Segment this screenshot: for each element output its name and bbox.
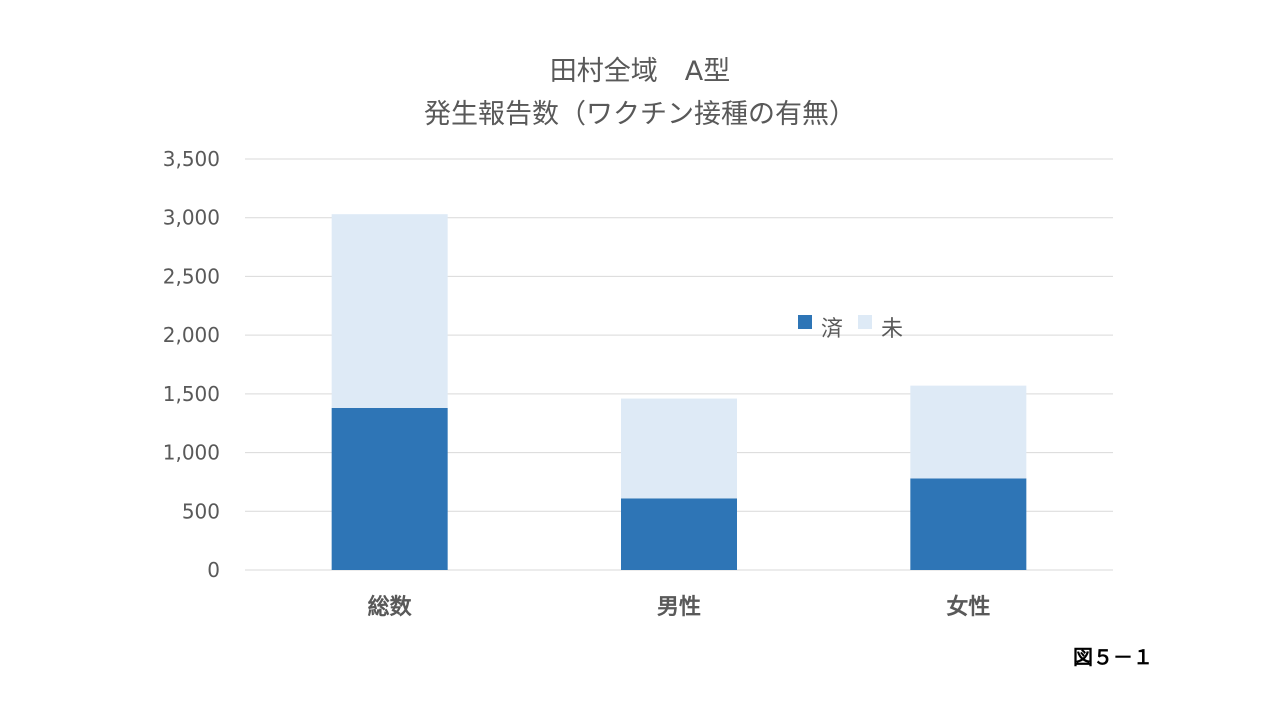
x-tick-label: 総数 [368,594,413,620]
legend-swatch [798,315,812,329]
bar-done [331,407,448,570]
y-tick-label: 1,500 [163,382,220,406]
y-tick-label: 0 [207,558,220,582]
bar-not-done [621,398,737,499]
x-tick-label: 女性 [946,594,990,620]
y-tick-label: 1,000 [163,441,220,465]
x-tick-label: 男性 [657,595,701,620]
y-tick-label: 3,000 [163,206,220,230]
figure-label: 図５－１ [1073,645,1153,669]
chart-title-line-2: 発生報告数（ワクチン接種の有無） [424,99,856,130]
bar-done [621,498,737,570]
y-tick-label: 3,500 [163,147,220,171]
legend-label: 未 [881,317,903,342]
y-tick-label: 500 [182,499,220,523]
bar-not-done [910,385,1027,479]
y-tick-label: 2,000 [163,323,220,347]
y-tick-label: 2,500 [163,264,220,288]
legend-swatch [858,315,872,329]
bar-done [910,478,1027,570]
chart-title-line-1: 田村全域 A型 [549,56,731,87]
bar-not-done [331,214,448,408]
legend-label: 済 [821,317,843,342]
